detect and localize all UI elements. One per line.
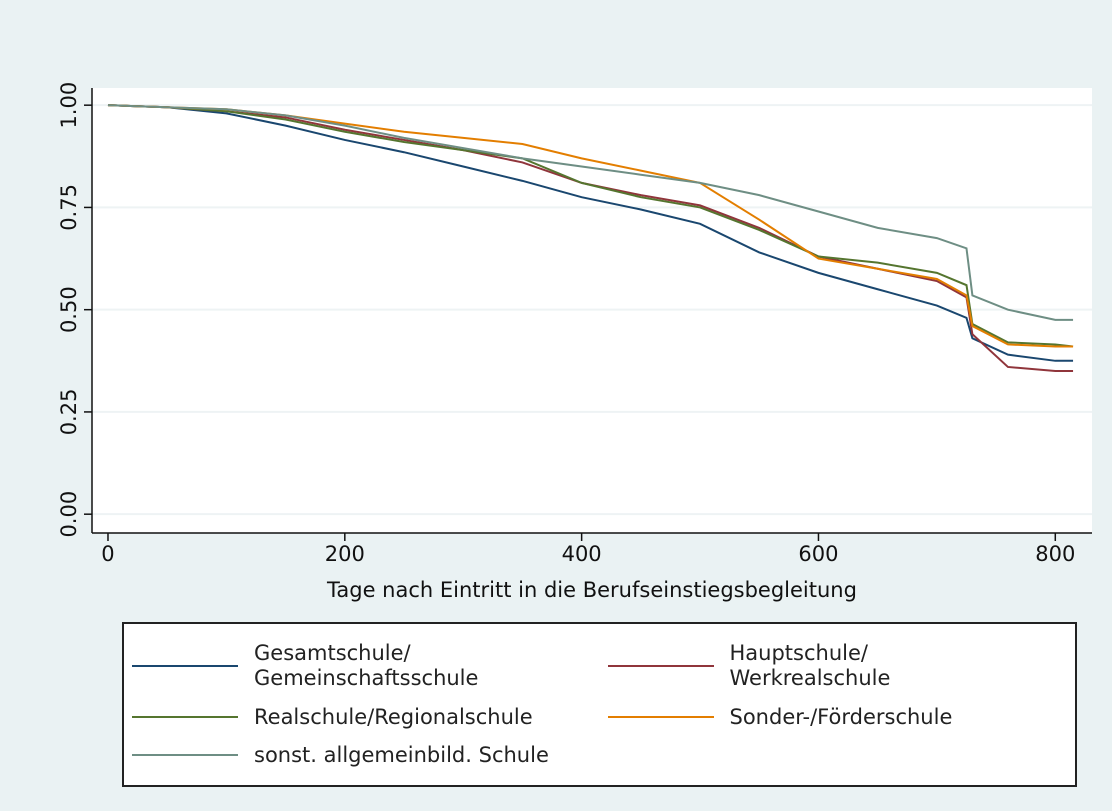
legend-label: sonst. allgemeinbild. Schule <box>254 742 549 767</box>
x-tick-label: 600 <box>798 542 838 566</box>
legend-swatch <box>607 665 714 668</box>
x-tick-label: 400 <box>562 542 602 566</box>
y-tick-label: 1.00 <box>57 82 81 129</box>
legend-swatch <box>132 716 238 718</box>
legend-swatch <box>607 716 714 718</box>
legend-item: Sonder-/Förderschule <box>600 705 1076 730</box>
y-tick-label: 0.50 <box>57 286 81 333</box>
legend-item: Hauptschule/ Werkrealschule <box>600 641 1076 691</box>
legend-swatch <box>132 754 238 757</box>
survival-line <box>107 104 1074 373</box>
x-tick-label: 0 <box>101 542 114 566</box>
legend-label: Gesamtschule/ Gemeinschaftsschule <box>254 641 479 691</box>
legend-item: sonst. allgemeinbild. Schule <box>124 743 600 768</box>
legend-label: Realschule/Regionalschule <box>254 704 533 729</box>
y-tick-label: 0.75 <box>57 184 81 231</box>
survival-line <box>107 104 1074 321</box>
legend: Gesamtschule/ Gemeinschaftsschule Hauptsc… <box>122 622 1077 787</box>
x-tick-label: 800 <box>1035 542 1075 566</box>
legend-item: Gesamtschule/ Gemeinschaftsschule <box>124 641 600 691</box>
y-tick-label: 0.00 <box>57 491 81 538</box>
legend-item: Realschule/Regionalschule <box>124 705 600 730</box>
legend-label: Hauptschule/ Werkrealschule <box>729 641 891 691</box>
x-tick-label: 200 <box>325 542 365 566</box>
x-axis-label: Tage nach Eintritt in die Berufseinstieg… <box>326 578 857 602</box>
legend-label: Sonder-/Förderschule <box>729 704 953 729</box>
y-tick-label: 0.25 <box>57 389 81 436</box>
survival-line <box>107 104 1074 362</box>
legend-swatch <box>132 665 238 668</box>
